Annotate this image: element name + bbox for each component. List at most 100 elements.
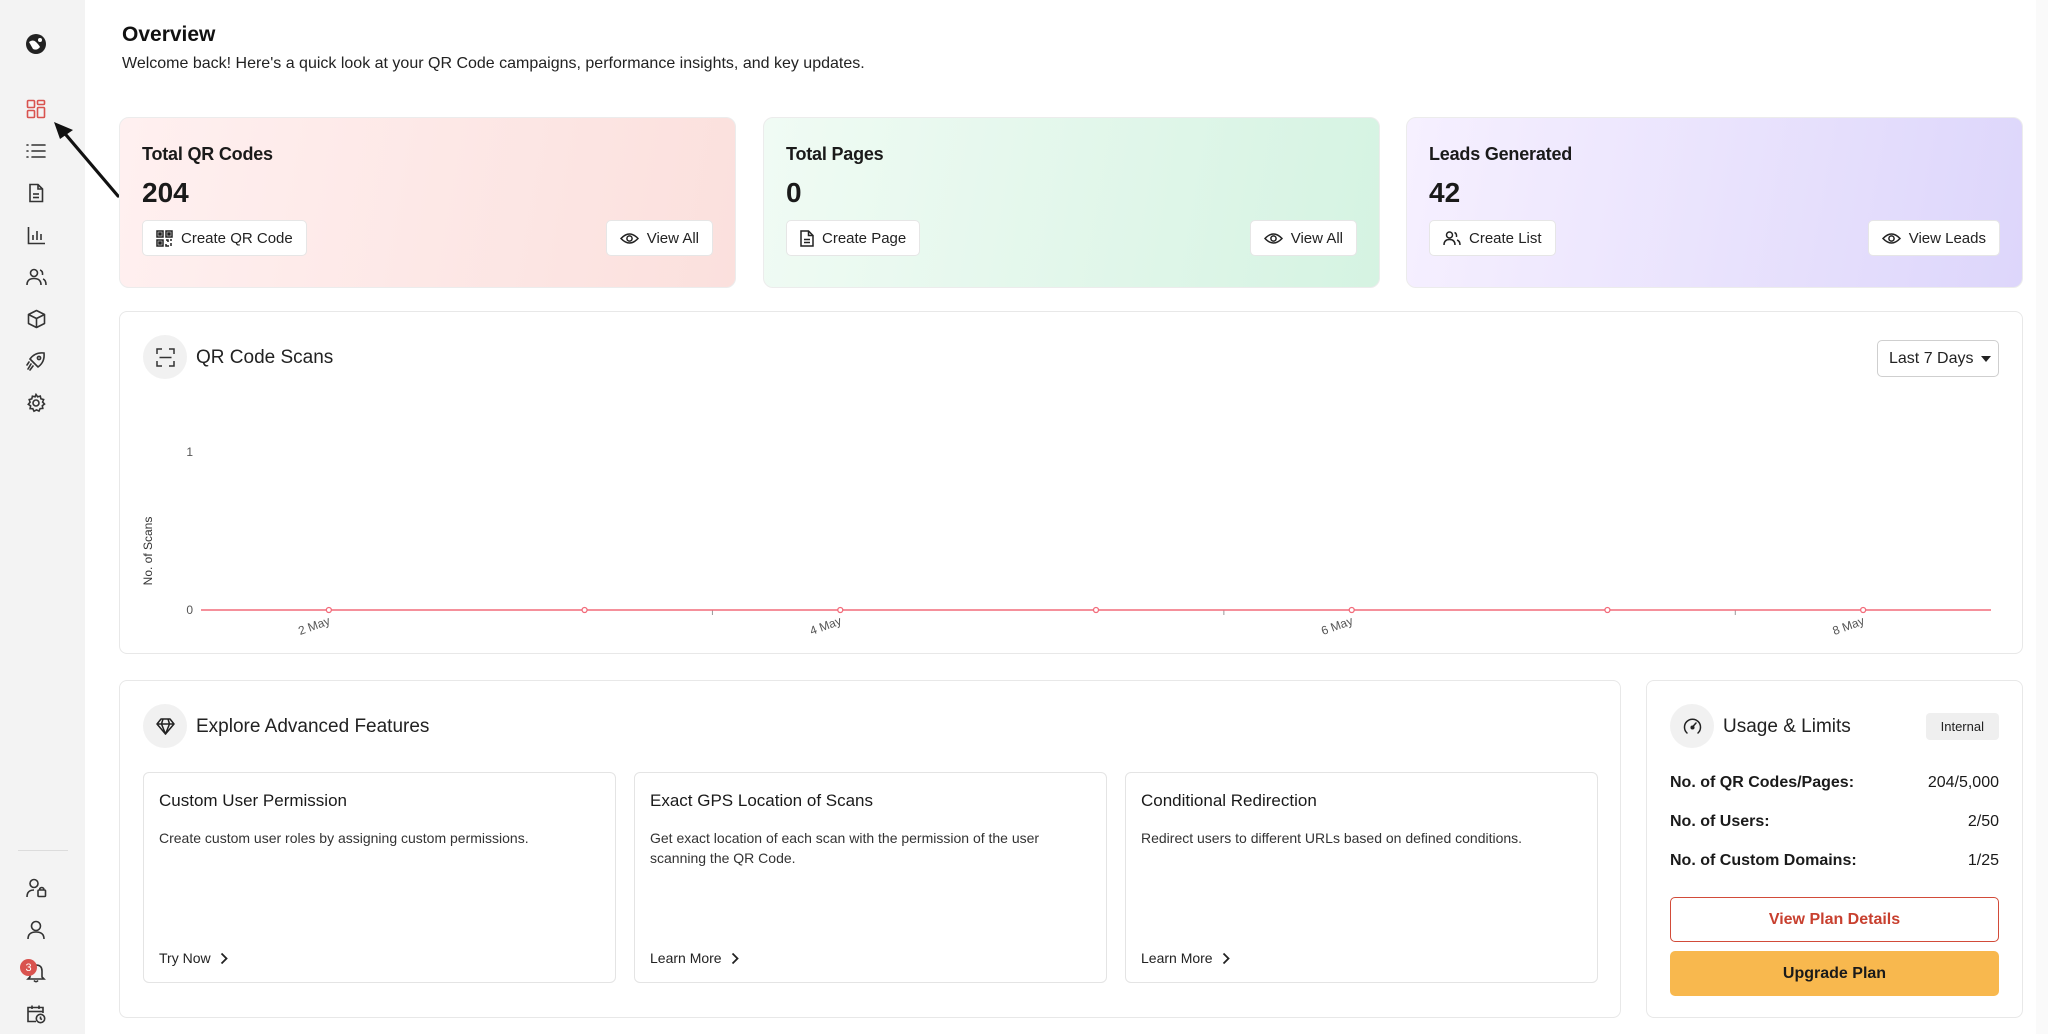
try-now-link[interactable]: Try Now — [159, 950, 228, 966]
usage-value: 1/25 — [1967, 852, 1999, 869]
y-tick-label: 1 — [186, 445, 193, 459]
annotation-arrow-icon — [54, 122, 120, 198]
scan-frame-icon — [143, 335, 187, 379]
stat-title: Total QR Codes — [142, 144, 273, 164]
stat-card-qr-codes: Total QR Codes 204 Create QR Code View A… — [119, 117, 736, 288]
x-tick-label: 2 May — [296, 614, 332, 638]
stat-card-leads: Leads Generated 42 Create List View Lead… — [1406, 117, 2023, 288]
calendar-clock-icon[interactable] — [24, 1002, 48, 1026]
sidebar: 3 — [0, 0, 85, 1034]
feature-title: Conditional Redirection — [1141, 791, 1317, 810]
gear-icon[interactable] — [24, 391, 48, 415]
view-all-pages-button[interactable]: View All — [1249, 220, 1357, 256]
feature-title: Custom User Permission — [159, 791, 347, 810]
list-icon[interactable] — [24, 139, 48, 163]
chevron-right-icon — [1222, 952, 1230, 965]
data-point — [581, 606, 588, 614]
eye-icon — [619, 232, 639, 245]
feature-description: Create custom user roles by assigning cu… — [159, 830, 529, 846]
chevron-right-icon — [731, 952, 739, 965]
feature-description: Get exact location of each scan with the… — [650, 830, 1040, 866]
eye-icon — [1263, 232, 1283, 245]
page-subtitle: Welcome back! Here's a quick look at you… — [122, 55, 865, 72]
view-all-qr-codes-button[interactable]: View All — [605, 220, 713, 256]
create-qr-code-button[interactable]: Create QR Code — [142, 220, 307, 256]
feature-description: Redirect users to different URLs based o… — [1141, 830, 1523, 846]
usage-value: 2/50 — [1967, 813, 1999, 830]
create-list-button[interactable]: Create List — [1429, 220, 1556, 256]
page-title: Overview — [122, 23, 216, 46]
user-settings-icon[interactable] — [24, 876, 48, 900]
x-tick-label: 8 May — [1831, 614, 1867, 638]
x-tick-label: 6 May — [1319, 614, 1355, 638]
usage-label: No. of Users: — [1670, 813, 1770, 830]
stat-value: 42 — [1429, 177, 1461, 208]
user-icon[interactable] — [24, 918, 48, 942]
usage-title: Usage & Limits — [1723, 716, 1851, 737]
button-label: Create List — [1469, 229, 1542, 247]
create-page-button[interactable]: Create Page — [786, 220, 921, 256]
data-point — [837, 606, 844, 614]
learn-more-link[interactable]: Learn More — [650, 950, 739, 966]
caret-down-icon — [1981, 355, 1992, 362]
data-point — [1859, 606, 1867, 614]
page-scroll-edge — [2036, 0, 2048, 1034]
link-label: Try Now — [159, 950, 211, 966]
cube-icon[interactable] — [24, 307, 48, 331]
features-title: Explore Advanced Features — [196, 716, 430, 737]
link-label: Learn More — [1141, 950, 1213, 966]
view-leads-button[interactable]: View Leads — [1867, 220, 2000, 256]
link-label: Learn More — [650, 950, 722, 966]
date-range-dropdown[interactable]: Last 7 Days — [1877, 340, 1999, 377]
data-point — [325, 606, 333, 614]
gauge-icon — [1670, 704, 1714, 748]
button-label: View Leads — [1908, 229, 1986, 247]
diamond-icon — [143, 704, 187, 748]
users-icon[interactable] — [24, 265, 48, 289]
globe-logo-icon[interactable] — [24, 32, 48, 56]
usage-row-custom-domains: No. of Custom Domains: 1/25 — [1670, 852, 1999, 870]
learn-more-link[interactable]: Learn More — [1141, 950, 1230, 966]
plan-badge: Internal — [1925, 713, 1999, 740]
usage-limits-panel: Usage & Limits Internal No. of QR Codes/… — [1646, 680, 2023, 1018]
scans-title: QR Code Scans — [196, 347, 334, 368]
grid-icon[interactable] — [24, 97, 48, 121]
y-axis-label: No. of Scans — [141, 517, 155, 586]
eye-icon — [1881, 232, 1901, 245]
stat-title: Total Pages — [786, 144, 884, 164]
users-icon — [1443, 230, 1461, 246]
data-point — [1092, 606, 1100, 614]
usage-row-qr-codes: No. of QR Codes/Pages: 204/5,000 — [1670, 774, 1999, 792]
scans-line-chart: 0 1 No. of Scans 2 May 4 May 6 May 8 May — [141, 445, 1991, 638]
usage-row-users: No. of Users: 2/50 — [1670, 813, 1999, 831]
x-tick-label: 4 May — [808, 614, 844, 638]
feature-title: Exact GPS Location of Scans — [650, 791, 874, 810]
feature-card-custom-user-permission: Custom User Permission Create custom use… — [143, 772, 616, 983]
rocket-icon[interactable] — [24, 349, 48, 373]
advanced-features-panel: Explore Advanced Features Custom User Pe… — [119, 680, 1621, 1018]
bar-chart-icon[interactable] — [24, 223, 48, 247]
notification-count-badge: 3 — [20, 959, 37, 976]
feature-card-conditional-redirection: Conditional Redirection Redirect users t… — [1125, 772, 1598, 983]
usage-label: No. of Custom Domains: — [1670, 852, 1857, 869]
button-label: Create Page — [822, 229, 907, 247]
stat-value: 204 — [142, 177, 189, 208]
qr-code-scans-panel: 0 1 No. of Scans 2 May 4 May 6 May 8 May QR Co… — [119, 311, 2023, 654]
button-label: View All — [1290, 229, 1343, 247]
data-point — [1604, 606, 1611, 614]
view-plan-details-button[interactable]: View Plan Details — [1670, 897, 1999, 942]
chevron-right-icon — [220, 952, 228, 965]
usage-value: 204/5,000 — [1927, 774, 1999, 791]
upgrade-plan-button[interactable]: Upgrade Plan — [1670, 951, 1999, 996]
sidebar-divider — [18, 850, 68, 851]
data-point — [1348, 606, 1355, 614]
button-label: Create QR Code — [181, 229, 293, 247]
date-range-value: Last 7 Days — [1889, 349, 1974, 367]
document-icon — [800, 229, 814, 247]
qr-code-icon — [156, 229, 173, 247]
feature-card-gps-location: Exact GPS Location of Scans Get exact lo… — [634, 772, 1107, 983]
stat-title: Leads Generated — [1429, 144, 1573, 164]
document-icon[interactable] — [24, 181, 48, 205]
stat-card-pages: Total Pages 0 Create Page View All — [763, 117, 1380, 288]
y-tick-label: 0 — [186, 603, 193, 617]
